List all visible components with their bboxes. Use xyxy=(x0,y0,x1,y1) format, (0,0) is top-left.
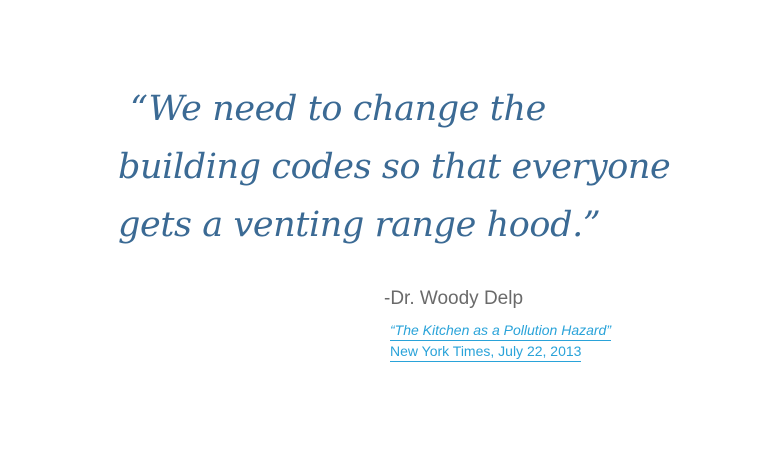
quote-line-2: building codes so that everyone xyxy=(118,147,671,187)
quote-line-1: “We need to change the xyxy=(130,89,546,129)
quote-author: -Dr. Woody Delp xyxy=(384,288,524,309)
source-citation: “The Kitchen as a Pollution Hazard” New … xyxy=(390,320,611,362)
quote-line-3: gets a venting range hood.” xyxy=(118,205,601,245)
quote-block: “We need to change the building codes so… xyxy=(118,80,738,254)
article-title-link[interactable]: “The Kitchen as a Pollution Hazard” xyxy=(390,320,611,341)
publication-date-link[interactable]: New York Times, July 22, 2013 xyxy=(390,341,582,362)
